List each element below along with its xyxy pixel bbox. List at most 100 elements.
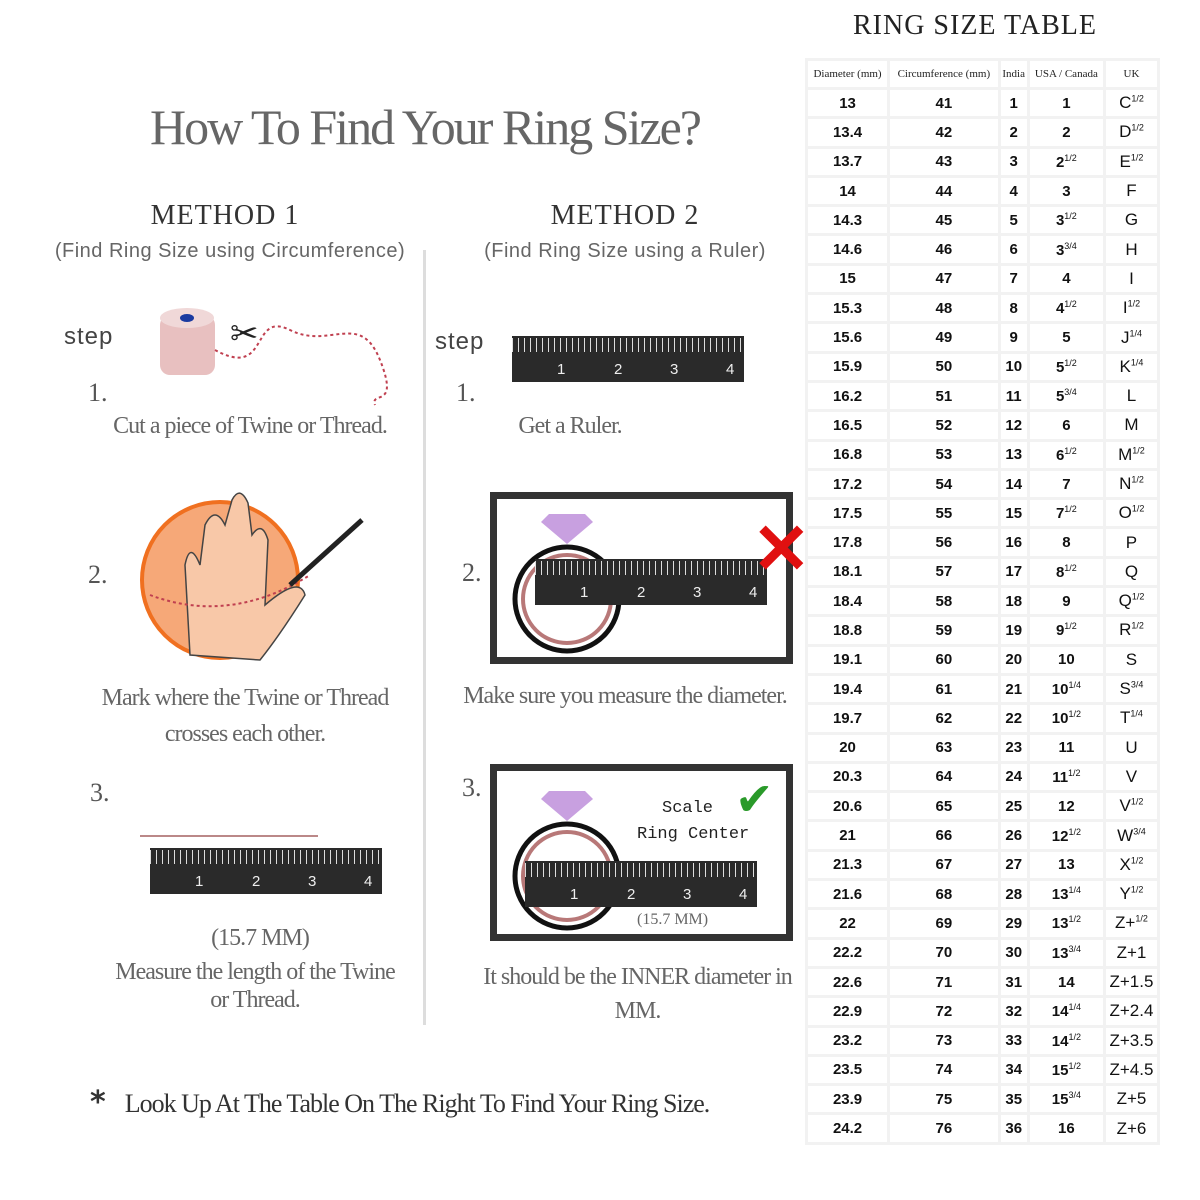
table-cell: 22	[1000, 705, 1027, 732]
table-cell: 11	[1000, 382, 1027, 410]
method1-step1-text: Cut a piece of Twine or Thread.	[113, 413, 388, 439]
table-cell: 5	[1029, 324, 1103, 351]
table-cell: K1/4	[1105, 353, 1157, 380]
table-cell: 66	[890, 822, 998, 849]
table-cell: 63	[890, 734, 998, 761]
table-cell: 15	[1000, 500, 1027, 527]
table-cell: 17.2	[808, 470, 888, 498]
table-row: 16.2 51 11 53/4 L	[808, 382, 1157, 410]
table-row: 22 69 29 131/2 Z+1/2	[808, 910, 1157, 937]
table-cell: 45	[890, 207, 998, 234]
table-cell: 16	[1029, 1115, 1103, 1142]
table-cell: 20.6	[808, 793, 888, 820]
table-cell: M	[1105, 412, 1157, 439]
method2-step3-number: 3.	[462, 773, 482, 802]
table-cell: 57	[890, 558, 998, 586]
table-cell: 36	[1000, 1115, 1027, 1142]
table-row: 15 47 7 4 I	[808, 265, 1157, 293]
table-cell: Y1/2	[1105, 881, 1157, 908]
table-cell: 133/4	[1029, 939, 1103, 966]
table-cell: 62	[890, 705, 998, 732]
table-row: 16.5 52 12 6 M	[808, 412, 1157, 439]
table-cell: 3	[1029, 177, 1103, 205]
table-cell: 14	[1000, 470, 1027, 498]
table-cell: 35	[1000, 1086, 1027, 1113]
method2-step2-number: 2.	[462, 558, 482, 587]
column-header: India	[1000, 61, 1027, 87]
table-cell: M1/2	[1105, 441, 1157, 468]
table-cell: 43	[890, 148, 998, 175]
table-cell: 91/2	[1029, 617, 1103, 644]
table-cell: 151/2	[1029, 1056, 1103, 1084]
table-cell: G	[1105, 207, 1157, 234]
table-cell: 67	[890, 851, 998, 879]
table-cell: 17.5	[808, 500, 888, 527]
wrong-x-icon: ✕	[752, 510, 811, 588]
method2-subheading: (Find Ring Size using a Ruler)	[484, 240, 766, 262]
column-header: USA / Canada	[1029, 61, 1103, 87]
table-cell: Z+1/2	[1105, 910, 1157, 937]
table-row: 14.3 45 5 31/2 G	[808, 207, 1157, 234]
table-cell: P	[1105, 529, 1157, 556]
table-cell: 10	[1000, 353, 1027, 380]
table-cell: 16.5	[808, 412, 888, 439]
table-cell: Z+3.5	[1105, 1027, 1157, 1054]
table-cell: 33	[1000, 1027, 1027, 1054]
scale-label: Scale	[662, 799, 714, 818]
table-cell: Z+6	[1105, 1115, 1157, 1142]
table-cell: 3	[1000, 148, 1027, 175]
table-cell: 22.6	[808, 968, 888, 996]
table-row: 19.1 60 20 10 S	[808, 646, 1157, 673]
table-cell: 13	[1029, 851, 1103, 879]
table-cell: 51/2	[1029, 353, 1103, 380]
table-cell: 13	[1000, 441, 1027, 468]
table-cell: 111/2	[1029, 763, 1103, 791]
table-cell: 52	[890, 412, 998, 439]
footer-text: Look Up At The Table On The Right To Fin…	[124, 1089, 711, 1118]
table-cell: 16.2	[808, 382, 888, 410]
method1-step2-text: Mark where the Twine or Thread crosses e…	[101, 685, 390, 747]
table-cell: 75	[890, 1086, 998, 1113]
column-header: UK	[1105, 61, 1157, 87]
table-cell: 20.3	[808, 763, 888, 791]
table-row: 17.2 54 14 7 N1/2	[808, 470, 1157, 498]
table-cell: 5	[1000, 207, 1027, 234]
table-cell: 19.4	[808, 675, 888, 703]
table-cell: E1/2	[1105, 148, 1157, 175]
table-cell: 7	[1000, 265, 1027, 293]
table-cell: 21.6	[808, 881, 888, 908]
table-row: 19.4 61 21 101/4 S3/4	[808, 675, 1157, 703]
pen-icon	[288, 518, 364, 587]
table-cell: Z+5	[1105, 1086, 1157, 1113]
method1-subheading: (Find Ring Size using Circumference)	[54, 240, 406, 262]
table-cell: 24.2	[808, 1115, 888, 1142]
table-cell: S3/4	[1105, 675, 1157, 703]
twine-line	[140, 835, 318, 837]
table-row: 15.9 50 10 51/2 K1/4	[808, 353, 1157, 380]
table-cell: 4	[1000, 177, 1027, 205]
table-cell: 141/4	[1029, 998, 1103, 1025]
table-cell: 34	[1000, 1056, 1027, 1084]
table-cell: 131/4	[1029, 881, 1103, 908]
scissors-icon: ✂	[230, 316, 259, 353]
table-row: 24.2 76 36 16 Z+6	[808, 1115, 1157, 1142]
method1-step2-number: 2.	[88, 560, 108, 589]
method2-step2-text: Make sure you measure the diameter.	[463, 683, 788, 709]
table-cell: Z+1	[1105, 939, 1157, 966]
table-row: 21.3 67 27 13 X1/2	[808, 851, 1157, 879]
table-cell: 131/2	[1029, 910, 1103, 937]
table-cell: L	[1105, 382, 1157, 410]
table-row: 18.8 59 19 91/2 R1/2	[808, 617, 1157, 644]
table-cell: 70	[890, 939, 998, 966]
table-cell: 18.4	[808, 588, 888, 615]
table-cell: 29	[1000, 910, 1027, 937]
table-cell: 22	[808, 910, 888, 937]
table-cell: 53	[890, 441, 998, 468]
table-cell: 23.2	[808, 1027, 888, 1054]
table-cell: Q	[1105, 558, 1157, 586]
table-cell: 13.4	[808, 119, 888, 146]
table-cell: 71/2	[1029, 500, 1103, 527]
